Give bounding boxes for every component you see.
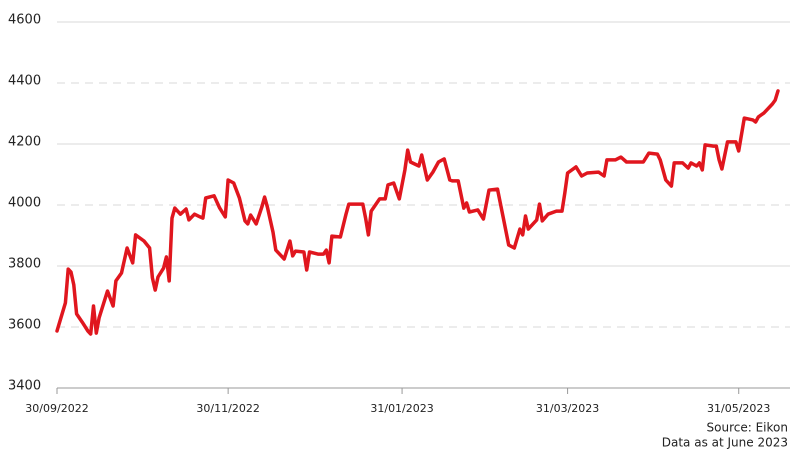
x-tick-label: 31/01/2023 xyxy=(370,402,433,415)
x-tick-label: 30/11/2022 xyxy=(196,402,259,415)
y-tick-label: 4400 xyxy=(8,74,41,89)
x-tick-label: 30/09/2022 xyxy=(25,402,88,415)
x-tick-label: 31/05/2023 xyxy=(707,402,770,415)
y-tick-label: 3600 xyxy=(8,318,41,333)
y-tick-label: 4000 xyxy=(8,196,41,211)
y-tick-label: 4200 xyxy=(8,135,41,150)
note: Data as at June 2023 xyxy=(662,436,788,450)
x-tick-label: 31/03/2023 xyxy=(536,402,599,415)
data-line xyxy=(55,89,780,336)
y-tick-label: 3400 xyxy=(8,379,41,394)
y-tick-label: 3800 xyxy=(8,257,41,272)
y-tick-label: 4600 xyxy=(8,13,41,28)
source: Source: Eikon xyxy=(707,421,788,435)
